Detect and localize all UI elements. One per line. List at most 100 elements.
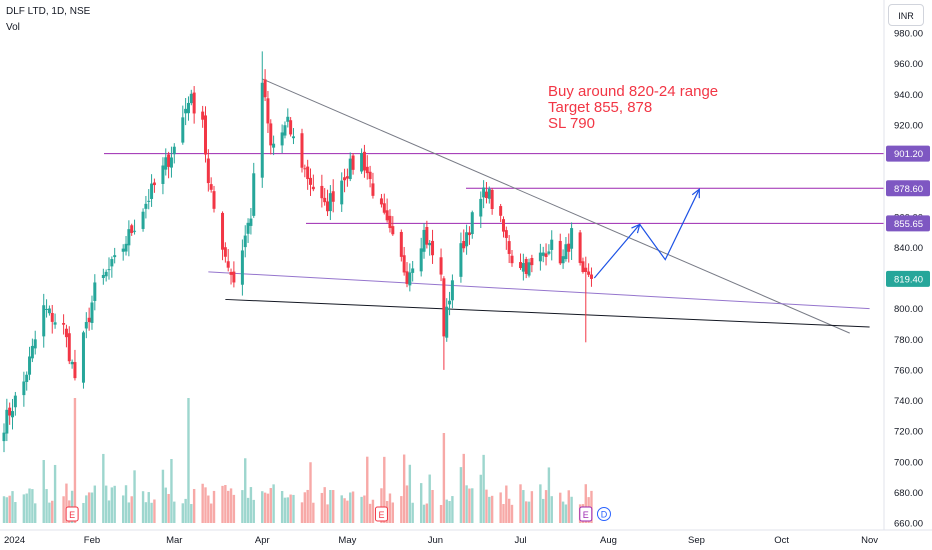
trendlines — [208, 78, 870, 334]
volume-bar — [14, 502, 17, 523]
annotation-line-buy: Buy around 820-24 range — [548, 83, 719, 100]
trade-annotation: Buy around 820-24 range Target 855, 878 … — [548, 84, 718, 132]
volume-bar — [102, 453, 105, 523]
volume-bars — [2, 398, 593, 523]
volume-bar — [510, 504, 514, 523]
price-level-value: 901.20 — [894, 149, 923, 160]
candle-body — [428, 242, 432, 246]
volume-bar — [380, 488, 383, 523]
candle-body — [530, 258, 534, 266]
volume-bar — [505, 485, 508, 523]
candle-body — [527, 262, 531, 276]
price-tick-label: 940.00 — [894, 90, 923, 101]
volume-bar — [561, 501, 565, 523]
price-level-tag — [886, 180, 930, 197]
candle-body — [484, 191, 488, 198]
candle-body — [8, 407, 12, 416]
price-tick-label: 720.00 — [894, 427, 923, 438]
volume-bar — [522, 490, 525, 523]
time-tick-label: Aug — [600, 535, 617, 546]
volume-bar — [428, 474, 431, 523]
candle-body — [101, 274, 105, 278]
volume-bar — [73, 398, 77, 523]
candle-body — [150, 183, 154, 199]
price-axis[interactable]: 660.00 680.00 700.00 720.00 740.00 760.00 780.… — [883, 0, 930, 530]
volume-bar — [82, 502, 85, 523]
volume-bar — [488, 496, 491, 523]
candle-body — [110, 259, 114, 267]
earnings-marker — [65, 506, 79, 522]
candle-body — [252, 173, 256, 216]
volume-bar — [209, 503, 213, 523]
price-level-value: 878.60 — [894, 184, 923, 195]
candle-body — [243, 235, 247, 248]
volume-bar — [190, 504, 193, 523]
volume-bar — [550, 496, 553, 523]
candle-body — [70, 361, 74, 365]
candle-body — [260, 82, 264, 178]
candle-body — [408, 272, 412, 286]
volume-bar — [309, 462, 312, 523]
time-axis[interactable]: 2024 Feb Mar Apr May Jun Jul Aug Sep Oct Nov — [0, 529, 932, 546]
candle-body — [399, 231, 403, 257]
horizontal-levels — [104, 153, 884, 224]
volume-bar — [363, 495, 366, 523]
volume-bar — [383, 456, 386, 523]
candle-body — [300, 133, 304, 168]
volume-bar — [300, 502, 304, 523]
candle-body — [448, 300, 452, 305]
volume-bar — [8, 495, 11, 523]
candle-body — [164, 157, 168, 170]
candle-body — [172, 146, 176, 155]
volume-bar — [539, 484, 542, 523]
candle-body — [144, 203, 148, 209]
candle-body — [206, 158, 210, 184]
annotation-line-stoploss: SL 790 — [548, 115, 595, 132]
candle-body — [561, 256, 565, 264]
candle-body — [589, 274, 593, 279]
currency-button[interactable]: INR — [888, 4, 924, 26]
candle-body — [223, 247, 227, 257]
candle-body — [368, 171, 372, 180]
candle-body — [81, 332, 85, 383]
volume-bar — [232, 494, 236, 523]
candle-body — [328, 193, 332, 212]
candle-body — [28, 356, 32, 375]
volume-bar — [286, 497, 289, 523]
candle-body — [445, 306, 449, 338]
volume-bar — [405, 485, 409, 523]
price-tick-label: 740.00 — [894, 396, 923, 407]
price-tick-label: 680.00 — [894, 488, 923, 499]
price-tick-label: 800.00 — [894, 304, 923, 315]
volume-bar — [332, 490, 335, 523]
candle-body — [351, 155, 355, 170]
candle-body — [519, 262, 523, 269]
candle-body — [25, 374, 29, 383]
candle-body — [323, 197, 327, 203]
candle-body — [246, 222, 250, 234]
candle-body — [201, 111, 205, 120]
volume-bar — [485, 489, 488, 523]
candle-body — [385, 210, 389, 221]
candle-body — [286, 116, 290, 122]
candle-body — [567, 243, 571, 252]
candle-body — [64, 328, 68, 338]
volume-bar — [141, 491, 145, 523]
candle-body — [121, 248, 125, 252]
annotation-line-target: Target 855, 878 — [548, 99, 653, 116]
candle-body — [73, 362, 77, 379]
volume-bar — [292, 494, 295, 523]
candlesticks — [2, 51, 593, 453]
volume-bar — [170, 459, 173, 523]
candle-body — [161, 165, 165, 184]
candle-body — [226, 261, 230, 268]
volume-bar — [144, 502, 148, 523]
price-tick-label: 780.00 — [894, 335, 923, 346]
volume-bar — [147, 492, 150, 523]
candle-body — [371, 183, 375, 196]
volume-bar — [244, 458, 247, 523]
candle-body — [147, 200, 151, 202]
candle-body — [93, 282, 97, 301]
candle-body — [291, 136, 295, 139]
